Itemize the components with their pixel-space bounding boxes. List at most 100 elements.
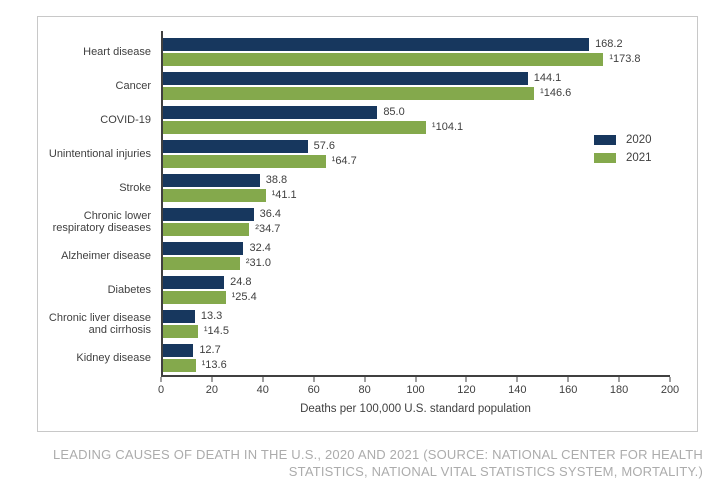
x-tick-label: 120 [457, 384, 476, 396]
x-tick-label: 40 [256, 384, 269, 396]
bar-2021 [161, 359, 196, 372]
bar-2020 [161, 72, 528, 85]
bar-2020 [161, 38, 590, 51]
bar-2021 [161, 291, 226, 304]
bar-line-2020: 24.8 [161, 276, 670, 289]
bar-group: Cancer 144.1 ¹146.6 [38, 69, 670, 103]
value-label-2020: 144.1 [533, 72, 562, 84]
category-label: Stroke [119, 182, 151, 194]
bar-2021 [161, 257, 240, 270]
value-label-2021: ²31.0 [245, 257, 271, 269]
x-tick-mark [211, 377, 213, 382]
bar-pair: 85.0 ¹104.1 [161, 106, 670, 134]
legend-swatch-2020 [594, 134, 616, 145]
category-label: Diabetes [107, 284, 151, 296]
value-label-2020: 36.4 [259, 208, 282, 220]
bar-2021 [161, 223, 250, 236]
category-label: Kidney disease [76, 352, 151, 364]
x-tick-mark [669, 377, 671, 382]
x-tick-label: 200 [660, 384, 680, 396]
bar-line-2020: 85.0 [161, 106, 670, 119]
bar-line-2020: 36.4 [161, 208, 670, 221]
x-tick-label: 180 [609, 384, 629, 396]
value-label-2021: ¹104.1 [431, 121, 464, 133]
bar-group: Chronic liver disease and cirrhosis 13.3 ¹… [38, 307, 670, 341]
bar-group: Stroke 38.8 ¹41.1 [38, 171, 670, 205]
bar-rows: Heart disease 168.2 ¹173.8 Cancer 144.1 ¹146.… [38, 35, 670, 375]
value-label-2021: ¹64.7 [331, 155, 357, 167]
bar-line-2021: ¹13.6 [161, 359, 670, 372]
bar-pair: 12.7 ¹13.6 [161, 344, 670, 372]
bar-group: COVID-19 85.0 ¹104.1 [38, 103, 670, 137]
legend-item-2021: 2021 [594, 152, 652, 164]
x-axis-line [161, 375, 670, 377]
bar-2020 [161, 310, 195, 323]
x-tick-label: 140 [508, 384, 527, 396]
x-tick-mark [313, 377, 315, 382]
value-label-2020: 57.6 [313, 140, 335, 152]
bar-line-2020: 32.4 [161, 242, 670, 255]
bar-line-2020: 38.8 [161, 174, 670, 187]
bar-line-2020: 144.1 [161, 72, 670, 85]
x-tick-label: 80 [358, 384, 371, 396]
bar-line-2021: ¹64.7 [161, 155, 670, 168]
value-label-2020: 38.8 [265, 174, 288, 186]
bar-pair: 24.8 ¹25.4 [161, 276, 670, 304]
bar-line-2020: 168.2 [161, 38, 670, 51]
bar-2020 [161, 140, 308, 153]
value-label-2021: ¹13.6 [201, 359, 227, 371]
legend-label-2020: 2020 [626, 133, 652, 146]
value-label-2020: 13.3 [200, 310, 223, 322]
bar-line-2021: ¹14.5 [161, 325, 670, 338]
bar-2020 [161, 174, 260, 187]
caption: LEADING CAUSES OF DEATH IN THE U.S., 202… [52, 447, 703, 479]
bar-line-2021: ¹146.6 [161, 87, 670, 100]
bar-line-2021: ¹104.1 [161, 121, 670, 134]
bar-2021 [161, 53, 604, 66]
bar-pair: 168.2 ¹173.8 [161, 38, 670, 66]
value-label-2020: 168.2 [595, 38, 623, 50]
x-tick-label: 100 [406, 384, 425, 396]
bar-2020 [161, 106, 378, 119]
bar-group: Diabetes 24.8 ¹25.4 [38, 273, 670, 307]
value-label-2021: ²34.7 [255, 223, 281, 235]
category-label: Cancer [115, 80, 151, 92]
x-tick-label: 0 [157, 384, 165, 396]
x-tick-label: 20 [205, 384, 219, 396]
x-tick-mark [618, 377, 620, 382]
bar-group: Kidney disease 12.7 ¹13.6 [38, 341, 670, 375]
value-label-2021: ¹14.5 [203, 325, 229, 337]
chart-container: Heart disease 168.2 ¹173.8 Cancer 144.1 ¹146.… [37, 16, 698, 432]
value-label-2021: ¹25.4 [231, 291, 257, 303]
bar-2021 [161, 325, 198, 338]
legend-item-2020: 2020 [594, 133, 652, 146]
category-label: Unintentional injuries [48, 148, 151, 160]
bar-line-2021: ¹25.4 [161, 291, 670, 304]
x-tick-label: 160 [559, 384, 578, 396]
bar-pair: 57.6 ¹64.7 [161, 140, 670, 168]
bar-line-2020: 57.6 [161, 140, 670, 153]
x-tick-mark [465, 377, 467, 382]
bar-2020 [161, 344, 194, 357]
bar-2020 [161, 276, 225, 289]
value-label-2020: 24.8 [230, 276, 252, 288]
value-label-2021: ¹41.1 [271, 189, 297, 201]
category-label: Alzheimer disease [61, 250, 151, 262]
bar-line-2020: 12.7 [161, 344, 670, 357]
bar-2021 [161, 189, 266, 202]
bar-line-2021: ²34.7 [161, 223, 670, 236]
value-label-2020: 32.4 [249, 242, 271, 254]
x-tick-mark [262, 377, 264, 382]
bar-group: Chronic lower respiratory diseases 36.4 ²3… [38, 205, 670, 239]
x-tick-mark [364, 377, 366, 382]
bar-pair: 32.4 ²31.0 [161, 242, 670, 270]
bar-pair: 38.8 ¹41.1 [161, 174, 670, 202]
category-label: COVID-19 [100, 114, 151, 126]
x-tick-mark [516, 377, 518, 382]
value-label-2021: ¹173.8 [609, 53, 641, 65]
bar-group: Unintentional injuries 57.6 ¹64.7 [38, 137, 670, 171]
y-axis-line [161, 31, 163, 377]
x-tick-mark [567, 377, 569, 382]
bar-2021 [161, 87, 535, 100]
